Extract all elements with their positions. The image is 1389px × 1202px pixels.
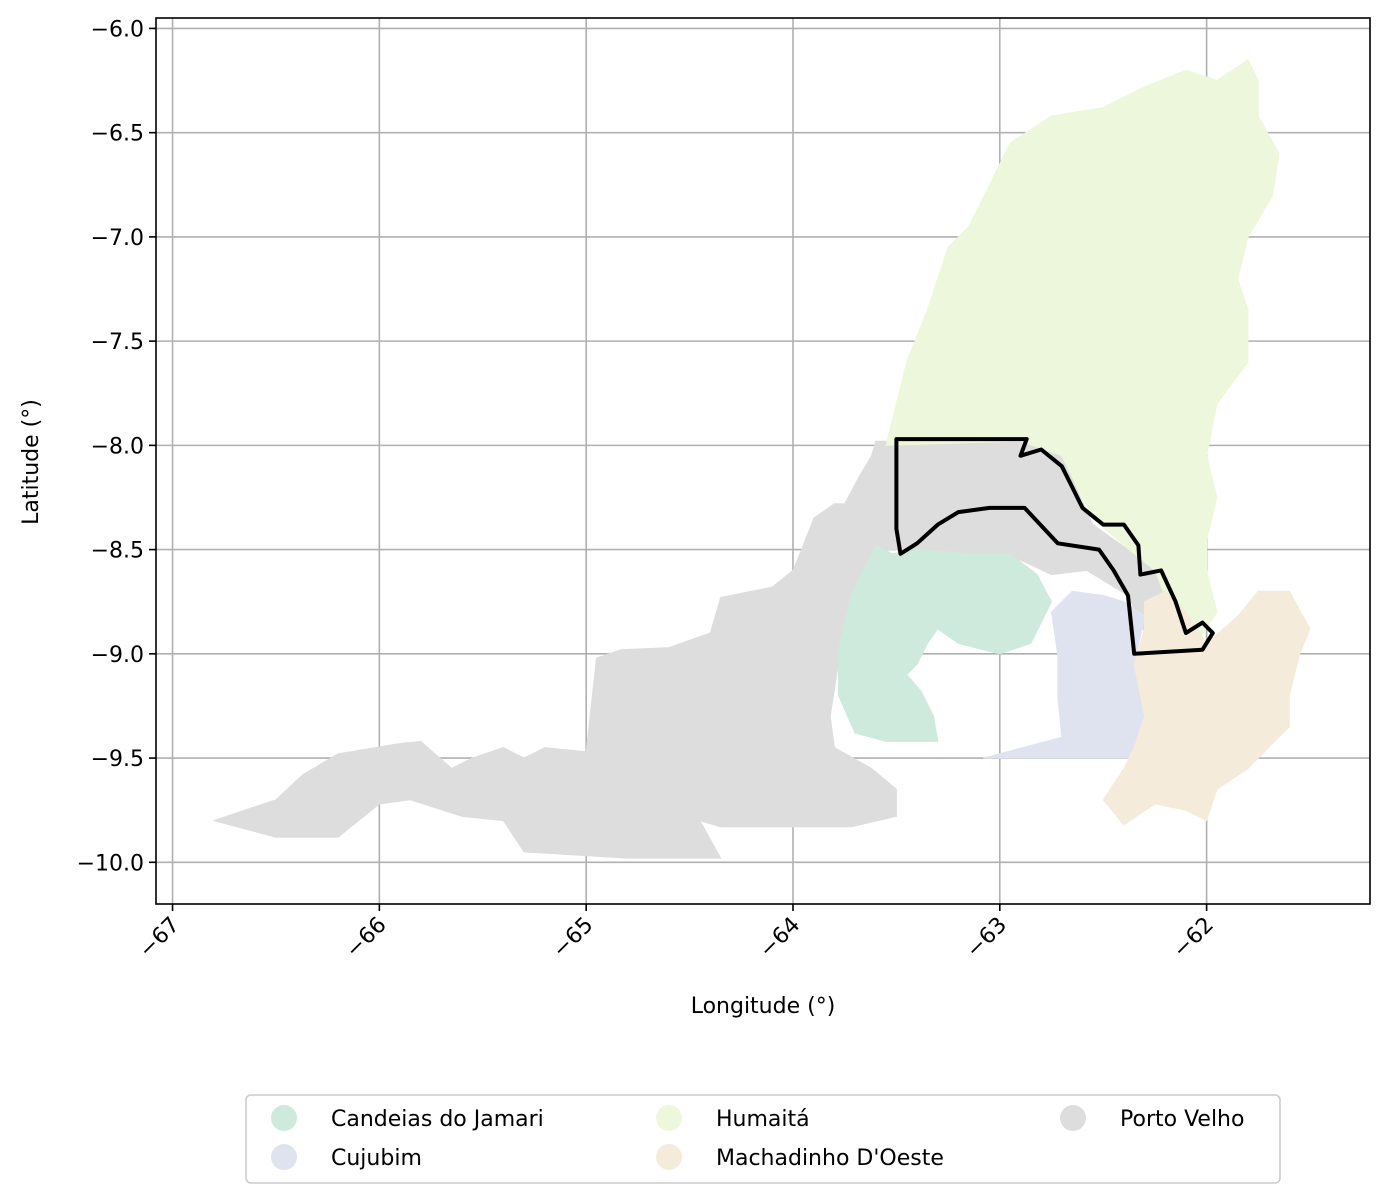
x-tick-label: −62	[1168, 913, 1219, 964]
y-tick-label: −7.5	[91, 330, 144, 355]
x-axis-label: Longitude (°)	[691, 994, 836, 1019]
region-porto-velho	[212, 440, 1204, 859]
y-tick-label: −10.0	[77, 851, 144, 876]
y-tick-label: −8.0	[91, 434, 144, 459]
x-tick-label: −67	[134, 913, 185, 964]
legend-swatch-porto-velho	[1060, 1105, 1086, 1131]
y-axis-label: Latitude (°)	[19, 399, 44, 525]
y-tick-label: −6.0	[91, 17, 144, 42]
y-tick-label: −7.0	[91, 226, 144, 251]
legend-swatch-cujubim	[271, 1144, 297, 1170]
y-tick-label: −9.5	[91, 747, 144, 772]
x-tick-label: −64	[755, 913, 806, 964]
x-tick-label: −65	[548, 913, 599, 964]
x-tick-label: −63	[962, 913, 1013, 964]
legend-label-porto-velho: Porto Velho	[1120, 1107, 1244, 1132]
highlight-outline-group	[894, 437, 1215, 656]
legend-label-candeias-do-jamari: Candeias do Jamari	[331, 1107, 544, 1132]
legend-swatch-humaita	[656, 1105, 682, 1131]
x-axis-ticks: −67 −66 −65 −64 −63 −62	[134, 904, 1219, 963]
legend-box	[245, 1094, 1281, 1184]
legend-swatch-machadinho-d-oeste	[656, 1144, 682, 1170]
legend-swatch-candeias-do-jamari	[271, 1105, 297, 1131]
y-tick-label: −9.0	[91, 643, 144, 668]
region-machadinho-d-oeste	[1102, 590, 1311, 826]
region-candeias-do-jamari	[838, 544, 1053, 742]
highlight-outline	[894, 437, 1215, 656]
y-tick-label: −6.5	[91, 122, 144, 147]
legend-label-cujubim: Cujubim	[331, 1146, 422, 1171]
x-tick-label: −66	[341, 913, 392, 964]
y-tick-label: −8.5	[91, 539, 144, 564]
y-axis-ticks: −6.0 −6.5 −7.0 −7.5 −8.0 −8.5 −9.0 −9.5 −10.0	[77, 17, 156, 876]
axes-frame	[155, 17, 1371, 905]
legend-label-machadinho-d-oeste: Machadinho D'Oeste	[716, 1146, 944, 1171]
legend: Candeias do Jamari Cujubim Humaitá Machadin…	[245, 1094, 1281, 1184]
regions	[212, 58, 1311, 859]
legend-label-humaita: Humaitá	[716, 1107, 810, 1132]
